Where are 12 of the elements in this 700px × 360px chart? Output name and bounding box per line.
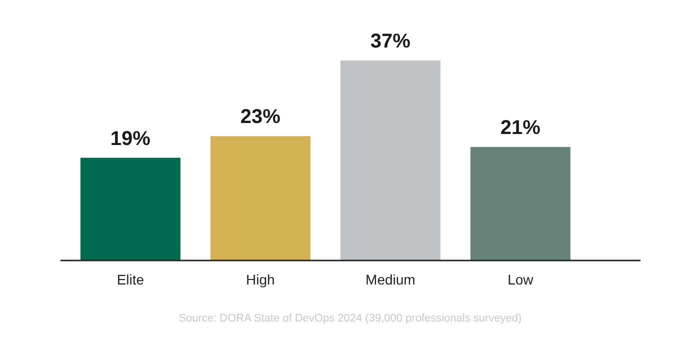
x-tick-label: Elite (116, 272, 144, 288)
bar (340, 60, 440, 260)
data-label: 21% (500, 116, 541, 139)
x-tick-label: Medium (366, 272, 416, 288)
x-tick-label: High (246, 272, 275, 288)
data-label: 19% (110, 128, 151, 150)
x-tick-label: Low (508, 272, 534, 288)
data-label: 23% (240, 106, 281, 128)
bar (80, 158, 180, 260)
bar (210, 136, 310, 260)
bar (470, 146, 570, 260)
data-label: 37% (370, 30, 411, 52)
